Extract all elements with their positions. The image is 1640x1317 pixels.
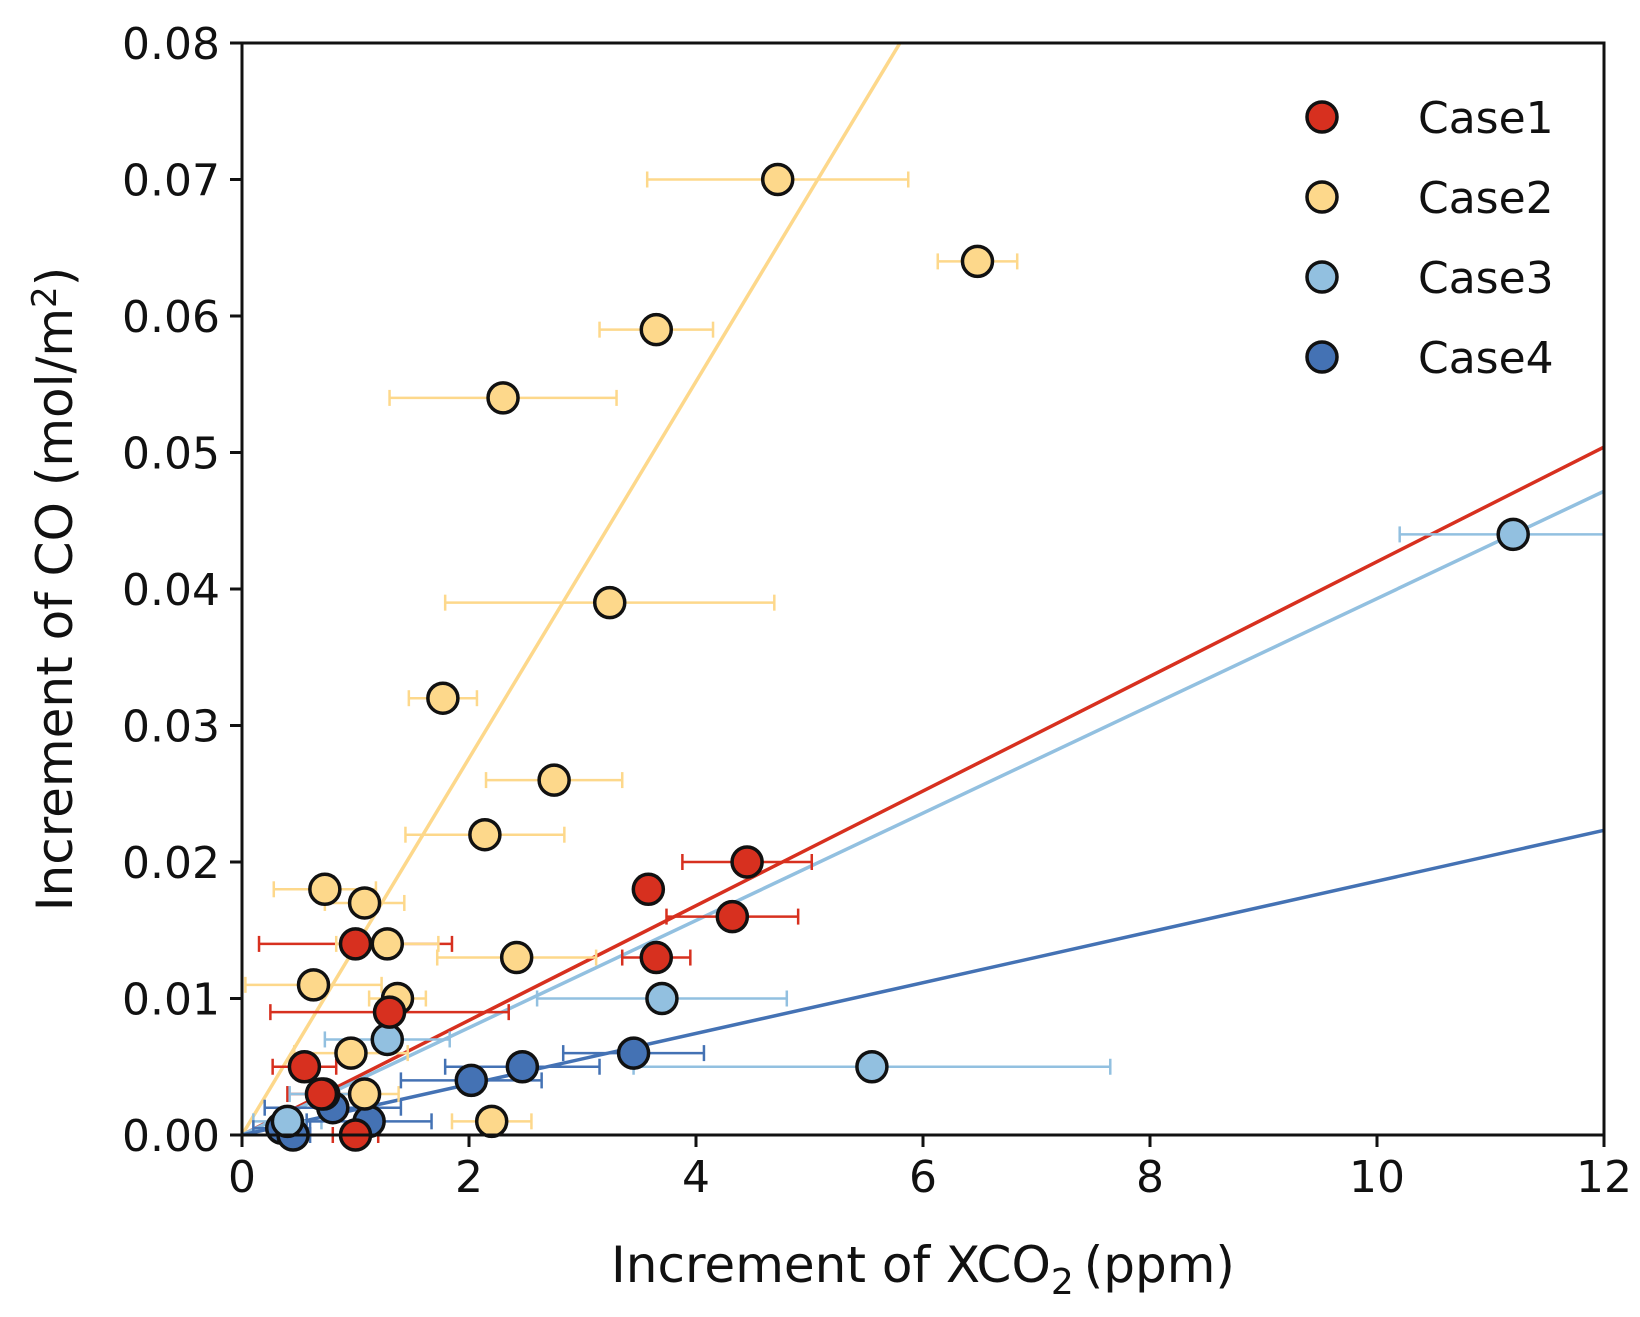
x-tick-label: 10 [1349,1152,1405,1203]
data-point-series-2 [468,817,502,852]
data-point-series-2 [486,381,520,415]
data-point-series-3 [1496,517,1530,552]
x-axis-label-subscript: 2 [1051,1262,1074,1303]
legend-entry: Case4 [1305,333,1554,384]
legend-entry: Case3 [1305,253,1554,304]
legend-label: Case4 [1418,333,1554,384]
data-point-series-1 [287,1050,322,1084]
legend-marker [1305,260,1339,294]
data-point-series-3 [645,981,679,1016]
data-point-series-1 [338,927,373,961]
x-tick-label: 4 [682,1152,710,1203]
legend-label: Case2 [1418,173,1554,224]
x-tick-label: 8 [1136,1152,1164,1203]
y-axis-label-main: Increment of CO (mol/m [26,308,84,911]
data-point-series-2 [499,940,534,975]
data-point-series-3 [270,1104,305,1139]
data-point-series-2 [296,968,331,1002]
data-point-series-2 [347,1077,382,1111]
data-point-series-3 [370,1022,405,1057]
data-point-series-2 [334,1036,368,1070]
x-tick-label: 12 [1576,1152,1632,1203]
legend: Case1 Case2 Case3 Case4 [1305,93,1554,384]
data-point-series-2 [639,312,674,347]
x-axis-label: Increment of XCO2 (ppm) [611,1236,1235,1303]
data-point-series-1 [715,899,750,934]
data-point-series-1 [304,1077,339,1111]
x-axis-label-unit: (ppm) [1084,1236,1235,1294]
data-point-series-3 [855,1050,889,1084]
x-axis-label-main: Increment of XCO [611,1236,1051,1294]
y-axis-label-superscript: 2 [25,286,65,308]
data-point-series-1 [639,940,674,975]
legend-marker [1305,180,1339,214]
y-tick-label: 0.07 [122,156,220,207]
x-tick-label: 0 [228,1152,256,1203]
legend-marker [1305,100,1339,134]
y-tick-label: 0.04 [122,565,220,616]
y-axis-label-close: ) [26,267,84,287]
legend-label: Case3 [1418,253,1554,304]
data-point-series-2 [960,244,995,279]
y-tick-label: 0.08 [122,19,220,70]
data-point-series-2 [426,681,460,715]
legend-marker [1305,340,1339,374]
legend-label: Case1 [1418,93,1554,144]
data-point-series-1 [372,995,407,1029]
y-axis: 0.00 0.01 0.02 0.03 0.04 0.05 0.06 0.07 0.08 [122,19,242,1162]
data-point-series-2 [592,585,627,620]
data-points [264,162,1530,1152]
y-tick-label: 0.06 [122,292,220,343]
y-tick-label: 0.05 [122,429,220,480]
x-tick-label: 2 [455,1152,483,1203]
x-axis: 0 2 4 6 8 10 12 [228,1135,1632,1203]
y-tick-label: 0.02 [122,838,220,889]
legend-entry: Case2 [1305,173,1554,224]
x-tick-label: 6 [909,1152,937,1203]
fit-line-series-3 [241,489,1605,1137]
data-point-series-1 [631,872,666,907]
data-point-series-2 [537,763,571,797]
data-point-series-2 [474,1104,509,1139]
data-point-series-4 [454,1063,489,1098]
y-axis-label: Increment of CO (mol/m2) [25,267,84,911]
legend-entry: Case1 [1305,93,1554,144]
y-tick-label: 0.00 [122,1111,220,1162]
data-point-series-1 [730,845,764,879]
data-point-series-2 [308,872,342,907]
data-point-series-2 [370,927,405,961]
data-point-series-2 [760,162,795,197]
y-tick-label: 0.03 [122,702,220,753]
data-point-series-4 [616,1036,651,1070]
fit-line-series-1 [241,445,1605,1137]
data-point-series-2 [347,886,382,920]
data-point-series-4 [505,1050,540,1084]
y-tick-label: 0.01 [122,975,220,1026]
plot-background [242,43,1604,1135]
